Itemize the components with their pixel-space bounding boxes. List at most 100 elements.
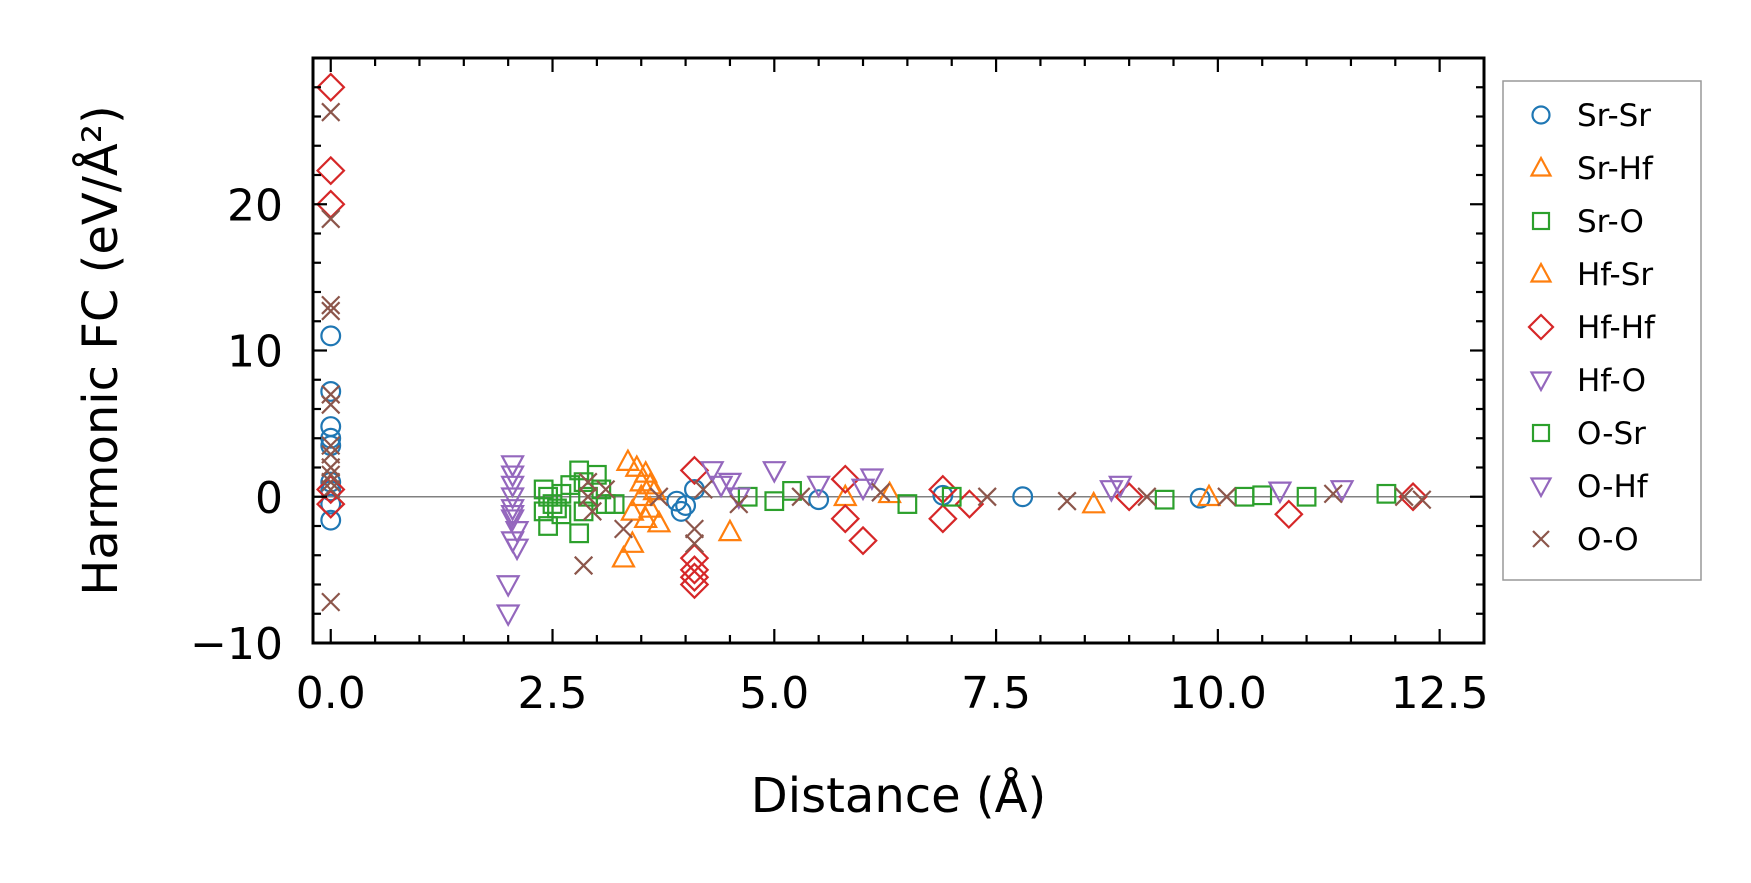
data-point — [628, 468, 654, 492]
data-point — [764, 491, 785, 512]
data-point — [1398, 481, 1428, 512]
legend-label: O-O — [1577, 522, 1639, 558]
data-point — [604, 494, 625, 514]
data-point — [1114, 481, 1144, 512]
x-tick-label: 7.5 — [961, 668, 1031, 719]
data-point — [615, 448, 641, 471]
data-point — [569, 523, 590, 544]
data-point — [1154, 489, 1175, 510]
x-tick-label: 12.5 — [1391, 668, 1489, 719]
y-axis-label: Harmonic FC (eV/Å²) — [72, 105, 129, 595]
data-point — [582, 501, 603, 521]
data-point — [848, 525, 878, 556]
data-point — [596, 479, 616, 500]
data-point — [321, 301, 341, 321]
data-point — [830, 503, 861, 534]
data-point — [315, 489, 346, 519]
data-point — [500, 487, 525, 511]
data-point — [928, 503, 958, 534]
data-point — [504, 538, 530, 562]
data-point — [321, 295, 341, 315]
x-tick-label: 0.0 — [296, 668, 366, 719]
data-point — [1376, 483, 1397, 504]
data-point — [578, 487, 598, 507]
legend-marker — [1532, 530, 1550, 548]
series-O-Hf — [500, 475, 1293, 528]
y-tick-label: 20 — [227, 180, 283, 231]
data-point — [1012, 486, 1034, 508]
x-axis-label: Distance (Å) — [751, 767, 1046, 824]
data-point — [591, 479, 612, 500]
data-point — [321, 465, 341, 485]
legend-marker — [1531, 423, 1551, 443]
data-point — [782, 481, 802, 501]
data-point — [1107, 475, 1133, 499]
data-point — [578, 472, 598, 492]
x-tick-label: 5.0 — [739, 668, 809, 719]
legend-label: Hf-Hf — [1577, 310, 1656, 346]
series-Hf-O — [495, 455, 1355, 628]
data-point — [675, 495, 697, 516]
data-point — [679, 569, 710, 600]
data-point — [320, 427, 342, 449]
legend-box — [1502, 80, 1702, 581]
data-point — [321, 395, 341, 415]
legend-marker — [1527, 313, 1555, 341]
data-point — [1137, 487, 1157, 507]
data-point — [699, 461, 725, 484]
data-point — [1252, 485, 1273, 506]
data-point — [679, 562, 710, 592]
legend-label: O-Hf — [1577, 469, 1649, 505]
legend-label: Hf-Sr — [1577, 257, 1653, 293]
data-point — [684, 533, 705, 554]
data-point — [1267, 481, 1293, 505]
data-point — [684, 519, 705, 539]
data-point — [830, 464, 861, 494]
plot-area — [313, 72, 1484, 628]
data-point — [320, 325, 342, 347]
data-point — [1196, 483, 1222, 507]
y-tick-label: 10 — [227, 327, 283, 378]
data-point — [850, 478, 876, 502]
data-point — [1234, 486, 1255, 507]
data-point — [321, 592, 341, 612]
data-point — [1274, 499, 1304, 530]
legend-marker — [1529, 371, 1553, 393]
y-tick-label: 0 — [255, 473, 283, 524]
series-O-Sr — [551, 464, 1397, 525]
data-point — [611, 544, 636, 568]
data-point — [941, 486, 962, 507]
legend-marker — [1529, 477, 1553, 499]
data-point — [1189, 487, 1211, 509]
data-point — [717, 472, 743, 496]
data-point — [977, 487, 997, 507]
data-point — [551, 504, 572, 525]
data-point — [642, 477, 667, 501]
data-point — [897, 494, 918, 514]
data-point — [708, 475, 734, 499]
legend-marker — [1529, 261, 1553, 283]
data-point — [613, 519, 634, 539]
data-point — [620, 530, 645, 553]
data-point — [646, 509, 672, 533]
data-point — [1099, 480, 1124, 503]
axes: 0.0 2.5 5.0 7.5 10.0 12.5 −10 0 10 20 — [190, 56, 1489, 719]
data-point — [670, 500, 692, 522]
x-tick-label: 10.0 — [1169, 668, 1267, 719]
data-point — [315, 72, 346, 103]
series-O-O — [321, 102, 1432, 612]
data-point — [1057, 491, 1077, 511]
legend-marker — [1531, 211, 1551, 231]
data-point — [791, 487, 811, 507]
data-point — [871, 482, 891, 502]
data-point — [495, 575, 521, 598]
data-point — [729, 494, 749, 514]
data-point — [573, 555, 594, 576]
data-point — [321, 102, 341, 122]
data-point — [620, 498, 645, 521]
data-point — [808, 489, 830, 511]
data-point — [1394, 487, 1414, 507]
x-tick-label: 2.5 — [518, 668, 588, 719]
data-point — [717, 518, 743, 542]
